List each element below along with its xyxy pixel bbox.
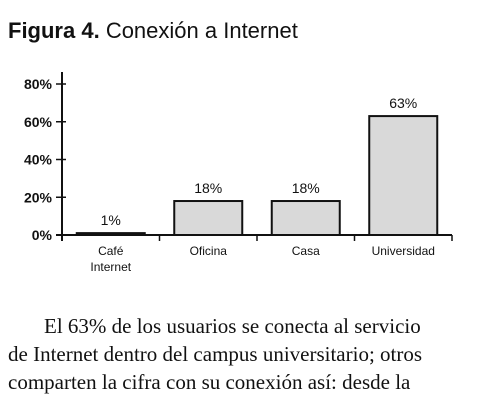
x-tick-label: Universidad [372, 244, 435, 258]
body-paragraph: El 63% de los usuarios se conecta al ser… [8, 312, 490, 396]
x-tick-label: Oficina [190, 244, 228, 258]
y-tick-label: 80% [24, 76, 53, 92]
paragraph-line-3: comparten la cifra con su conexión así: … [8, 370, 411, 394]
bar [368, 115, 439, 236]
figure-title-text: Conexión a Internet [105, 18, 298, 43]
y-tick-label: 20% [24, 189, 53, 205]
y-tick-label: 40% [24, 152, 53, 168]
paragraph-line-1: El 63% de los usuarios se conecta al ser… [44, 314, 421, 338]
bar [270, 200, 341, 236]
figure-title: Figura 4. Conexión a Internet [8, 18, 298, 44]
bar-value-label: 18% [194, 180, 222, 196]
bar [173, 200, 244, 236]
bar-value-label: 63% [389, 95, 417, 111]
x-tick-label: Café [98, 244, 124, 258]
x-tick-label: Internet [90, 260, 131, 274]
bar-value-label: 18% [292, 180, 320, 196]
figure-label: Figura 4. [8, 18, 100, 43]
bar [75, 232, 146, 237]
y-tick-label: 0% [32, 227, 53, 243]
bar-chart: 0% 20% 40% 60% 80% 1% Café Internet 18% Oficina 18… [24, 72, 453, 274]
paragraph-line-2: de Internet dentro del campus universita… [8, 342, 423, 366]
y-tick-label: 60% [24, 114, 53, 130]
x-tick-label: Casa [292, 244, 320, 258]
bar-value-label: 1% [101, 212, 121, 228]
